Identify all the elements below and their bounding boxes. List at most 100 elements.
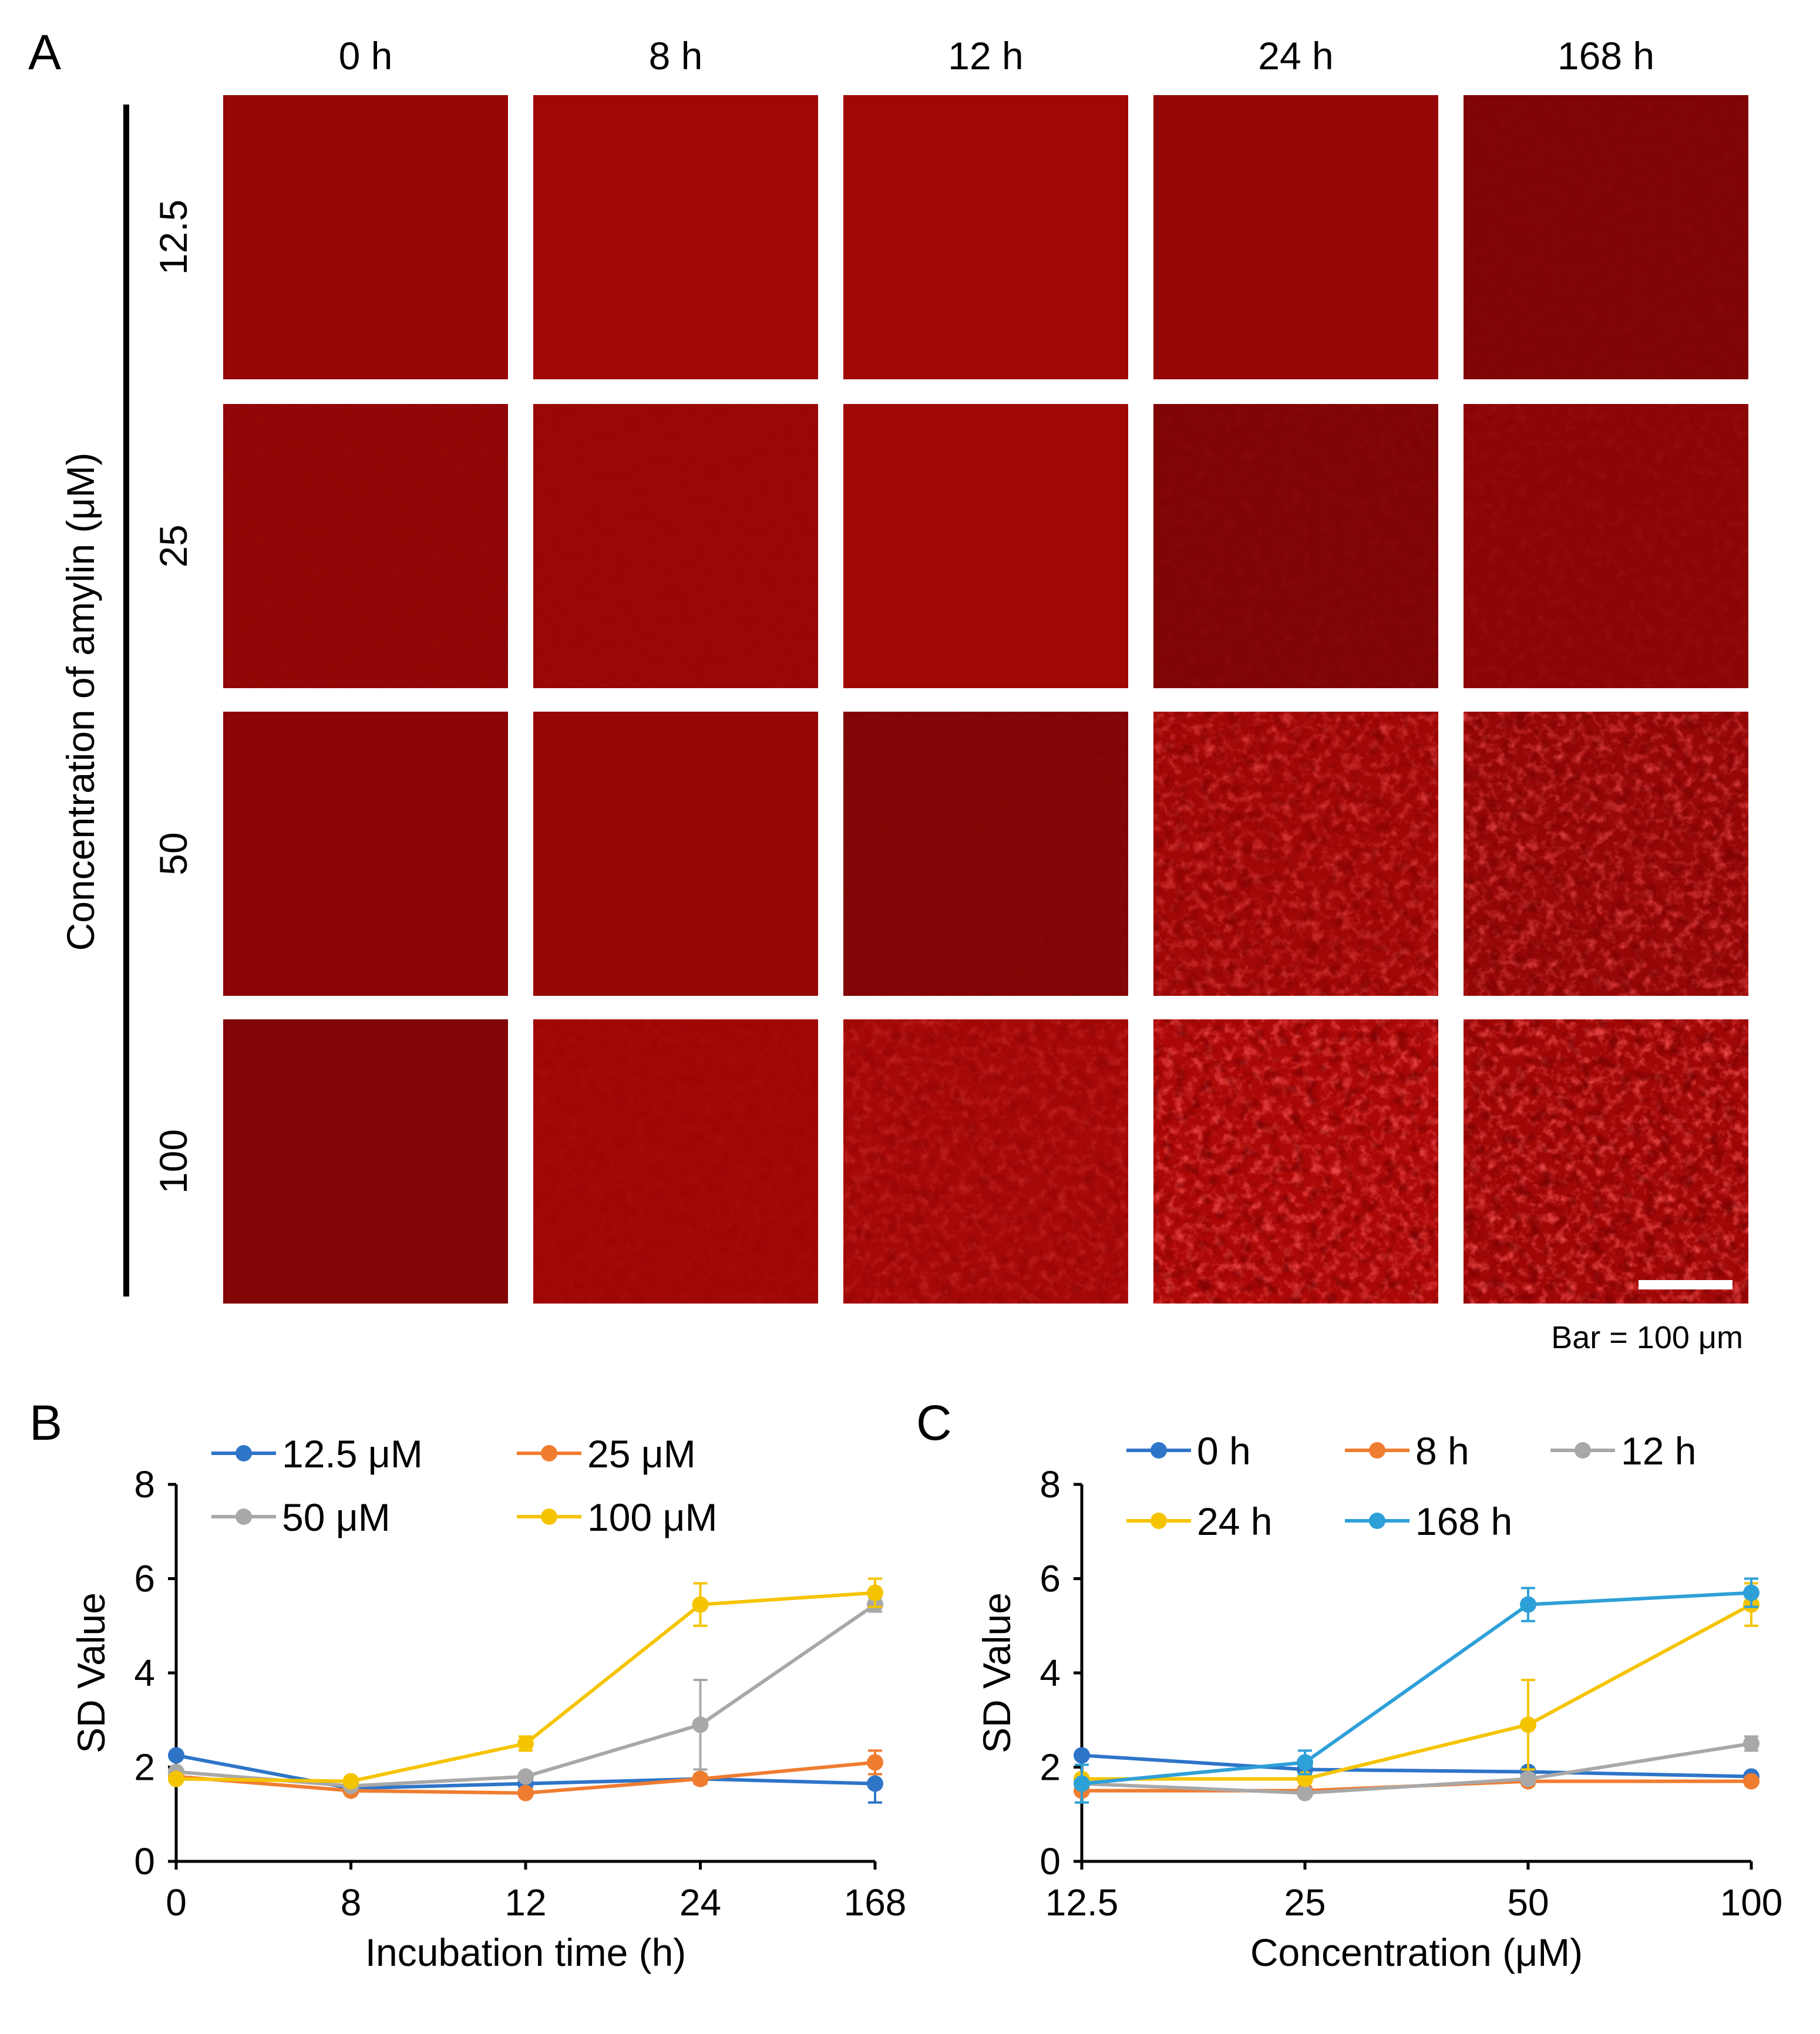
legend-swatch-marker <box>1575 1442 1591 1459</box>
legend-item: 0 h <box>1126 1429 1251 1473</box>
data-point <box>867 1584 883 1601</box>
data-point <box>692 1770 709 1787</box>
micrograph-background <box>1153 95 1438 379</box>
micrograph-background <box>223 404 508 688</box>
legend-label: 12 h <box>1621 1429 1696 1473</box>
micrograph-dark-speckle <box>1464 404 1748 688</box>
data-point <box>692 1596 709 1613</box>
y-axis-label: SD Value <box>69 1592 113 1753</box>
panel-a-ylabel: Concentration of amylin (μM) <box>59 453 102 951</box>
legend-item: 50 μM <box>211 1496 391 1539</box>
data-point <box>168 1770 184 1787</box>
legend-item: 25 μM <box>517 1432 696 1476</box>
micrograph-panel <box>533 404 818 688</box>
concentration-label: 50 <box>152 832 195 875</box>
x-tick-label: 0 <box>166 1881 187 1924</box>
legend-swatch-marker <box>1369 1442 1385 1459</box>
time-label: 12 h <box>948 34 1023 78</box>
micrograph-background <box>843 712 1128 996</box>
legend-item: 8 h <box>1345 1429 1469 1473</box>
legend-item: 12 h <box>1550 1429 1696 1473</box>
micrograph-panel <box>533 95 818 379</box>
series-line <box>1081 1591 1752 1786</box>
series-line <box>1082 1602 1752 1781</box>
legend-label: 24 h <box>1197 1500 1272 1543</box>
y-tick-label: 4 <box>1039 1652 1061 1694</box>
legend-item: 168 h <box>1345 1500 1512 1543</box>
micrograph-panel <box>1464 95 1748 379</box>
micrograph-panel <box>533 1019 818 1304</box>
x-tick-label: 12 <box>504 1881 546 1924</box>
legend: 12.5 μM 25 μM 50 μM 100 μM <box>211 1432 717 1539</box>
micrograph-panel <box>843 404 1128 688</box>
x-tick-label: 168 <box>844 1881 907 1924</box>
y-tick-label: 4 <box>134 1652 155 1694</box>
micrograph-panel <box>223 404 508 688</box>
x-tick-label: 8 <box>341 1881 362 1924</box>
y-tick-label: 0 <box>1039 1840 1061 1883</box>
data-point <box>1297 1784 1313 1801</box>
x-tick-label: 100 <box>1720 1881 1783 1924</box>
micrograph-background <box>1464 95 1748 379</box>
data-point <box>867 1775 883 1792</box>
time-label: 0 h <box>339 34 393 78</box>
chart-c: 0 2 4 6 8 12.5 25 50 100 Concentration (μM) SD Val… <box>975 1429 1782 1974</box>
micrograph-panel <box>223 712 508 996</box>
legend-label: 0 h <box>1197 1429 1251 1473</box>
y-axis-label: SD Value <box>975 1592 1018 1753</box>
concentration-labels: 12.5 25 50 100 <box>152 200 195 1194</box>
scale-bar-text: Bar = 100 μm <box>1551 1320 1743 1355</box>
series-line <box>1081 1753 1752 1779</box>
series-100-m <box>168 1577 883 1790</box>
legend-swatch-marker <box>236 1508 252 1525</box>
y-tick-label: 6 <box>134 1558 155 1600</box>
micrograph-dark-speckle <box>533 1019 818 1304</box>
data-point <box>1743 1584 1760 1601</box>
legend-item: 12.5 μM <box>211 1432 423 1476</box>
series-line <box>176 1591 876 1783</box>
data-point <box>517 1735 534 1752</box>
micrograph-background <box>533 712 818 996</box>
legend-swatch-marker <box>236 1445 252 1461</box>
y-tick-label: 2 <box>134 1746 155 1789</box>
micrograph-panel <box>533 712 818 996</box>
legend-label: 8 h <box>1415 1429 1469 1473</box>
legend-label: 168 h <box>1415 1500 1512 1543</box>
data-point <box>692 1716 709 1733</box>
data-point <box>342 1773 359 1790</box>
y-tick-label: 2 <box>1039 1746 1061 1789</box>
y-tick-label: 0 <box>134 1840 155 1883</box>
micrograph-panel <box>843 1019 1128 1304</box>
y-tick-label: 6 <box>1039 1558 1061 1600</box>
micrograph-background <box>843 95 1128 379</box>
concentration-label: 100 <box>152 1129 195 1194</box>
micrograph-panel <box>1464 404 1748 688</box>
series-line <box>176 1603 876 1788</box>
time-label: 24 h <box>1258 34 1333 78</box>
micrograph-background <box>843 404 1128 688</box>
micrograph-panel <box>1153 95 1438 379</box>
data-point <box>517 1768 534 1785</box>
series-24-h <box>1074 1582 1760 1787</box>
panel-c: C 0 2 4 6 8 12.5 25 50 100 Concentration (μM) SD V… <box>916 1395 1782 1974</box>
concentration-label: 25 <box>152 524 195 567</box>
micrograph-panel <box>223 1019 508 1304</box>
x-tick-label: 50 <box>1507 1881 1549 1924</box>
legend-swatch-marker <box>1369 1513 1385 1529</box>
legend-swatch-marker <box>1150 1442 1167 1459</box>
series-line <box>1081 1742 1752 1795</box>
micrograph-dark-speckle <box>1153 1019 1438 1304</box>
time-label: 168 h <box>1557 34 1654 78</box>
micrograph-dark-speckle <box>1464 1019 1748 1304</box>
data-point <box>1520 1596 1536 1613</box>
micrograph-dark-speckle <box>533 404 818 688</box>
micrograph-panel <box>223 95 508 379</box>
data-point <box>1520 1770 1536 1787</box>
micrograph-dark-speckle <box>1153 404 1438 688</box>
micrograph-background <box>533 95 818 379</box>
data-point <box>1520 1716 1536 1733</box>
series-50-m <box>168 1596 883 1794</box>
legend-label: 100 μM <box>587 1496 717 1539</box>
